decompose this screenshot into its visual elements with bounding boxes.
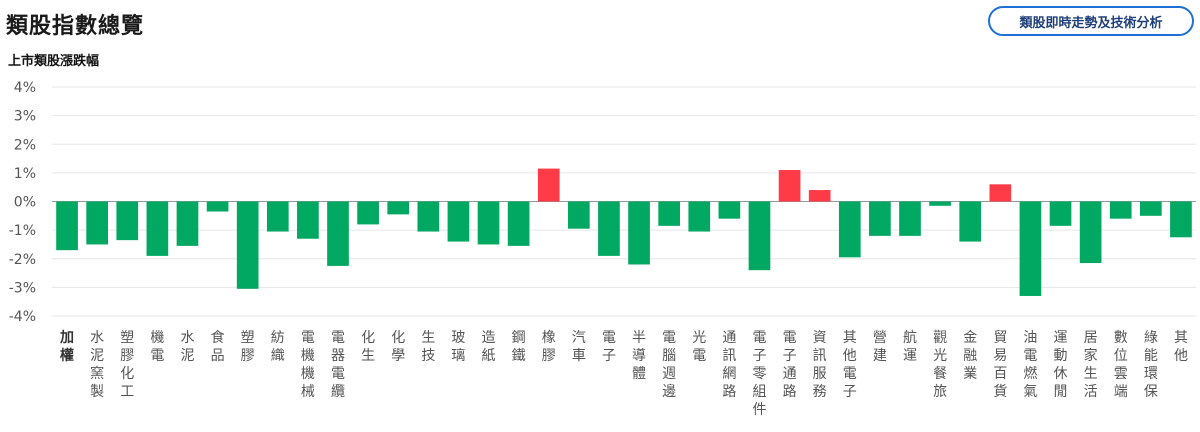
category-label: 其他電子 xyxy=(843,330,857,400)
bar-3[interactable] xyxy=(146,201,169,256)
category-label: 其他 xyxy=(1174,330,1188,364)
category-label: 造紙 xyxy=(482,330,496,364)
grid xyxy=(52,86,1196,317)
category-label: 塑膠化工 xyxy=(120,330,134,400)
category-label: 電子通路 xyxy=(783,330,797,400)
bar-14[interactable] xyxy=(477,201,500,245)
category-label: 鋼鐵 xyxy=(512,330,526,364)
bar-9[interactable] xyxy=(327,201,349,266)
bar-36[interactable] xyxy=(1140,201,1162,216)
bar-5[interactable] xyxy=(206,201,229,212)
sector-analysis-button[interactable]: 類股即時走勢及技術分析 xyxy=(988,6,1194,36)
bar-10[interactable] xyxy=(357,201,379,225)
bar-1[interactable] xyxy=(86,201,108,245)
y-tick-label: 0% xyxy=(14,195,36,211)
category-label: 資訊服務 xyxy=(813,330,827,400)
bar-37[interactable] xyxy=(1170,201,1192,238)
bar-12[interactable] xyxy=(417,201,440,232)
category-label: 加權 xyxy=(59,330,74,364)
category-label: 居家生活 xyxy=(1084,330,1098,400)
bar-17[interactable] xyxy=(568,201,590,229)
bar-7[interactable] xyxy=(266,201,289,232)
bar-34[interactable] xyxy=(1079,201,1102,264)
bar-4[interactable] xyxy=(176,201,199,246)
y-tick-label: -2% xyxy=(9,252,36,268)
category-label: 機電 xyxy=(150,330,164,364)
category-label: 半導體 xyxy=(632,330,646,382)
bar-16[interactable] xyxy=(537,168,560,202)
category-label: 食品 xyxy=(211,329,225,364)
bar-26[interactable] xyxy=(838,201,861,258)
bar-8[interactable] xyxy=(297,201,319,239)
bar-13[interactable] xyxy=(447,201,470,242)
bar-18[interactable] xyxy=(598,201,620,256)
category-label: 玻璃 xyxy=(451,330,465,364)
page-title: 類股指數總覽 xyxy=(6,14,145,39)
category-label: 水泥 xyxy=(180,330,194,364)
category-label: 電器電纜 xyxy=(331,330,345,400)
category-label: 貿易百貨 xyxy=(993,330,1007,400)
category-label: 綠能環保 xyxy=(1144,330,1158,400)
chart-title: 上市類股漲跌幅 xyxy=(8,54,100,69)
bar-0[interactable] xyxy=(56,201,78,251)
bars xyxy=(56,168,1192,296)
bar-2[interactable] xyxy=(116,201,139,241)
bar-19[interactable] xyxy=(628,201,650,265)
category-label: 數位雲端 xyxy=(1114,330,1128,400)
bar-29[interactable] xyxy=(929,201,951,206)
bar-23[interactable] xyxy=(748,201,771,271)
category-label: 營建 xyxy=(873,330,887,364)
category-label: 運動休閒 xyxy=(1054,330,1068,400)
bar-15[interactable] xyxy=(507,201,530,246)
category-label: 電子 xyxy=(602,330,616,364)
bar-28[interactable] xyxy=(899,201,921,236)
bar-30[interactable] xyxy=(959,201,982,242)
category-label: 塑膠 xyxy=(241,330,255,364)
y-tick-label: -1% xyxy=(9,223,36,239)
y-tick-label: 2% xyxy=(14,137,36,153)
bar-11[interactable] xyxy=(387,201,410,215)
bar-22[interactable] xyxy=(718,201,741,219)
bar-32[interactable] xyxy=(1019,201,1042,296)
category-label: 汽車 xyxy=(572,330,586,364)
category-label: 電子零組件 xyxy=(752,330,766,418)
bar-6[interactable] xyxy=(236,201,259,289)
category-label: 金融業 xyxy=(963,330,977,382)
y-tick-label: 1% xyxy=(14,166,36,182)
category-label: 電機機械 xyxy=(301,330,315,400)
bar-20[interactable] xyxy=(658,201,680,226)
bar-21[interactable] xyxy=(688,201,711,232)
category-label: 橡膠 xyxy=(542,330,556,364)
category-label: 通訊網路 xyxy=(722,330,736,400)
category-label: 觀光餐旅 xyxy=(933,330,947,400)
category-label: 光電 xyxy=(692,330,706,364)
y-tick-label: -4% xyxy=(9,309,36,325)
bar-31[interactable] xyxy=(989,184,1012,202)
y-axis-ticks: 4% 3% 2% 1% 0% -1% -2% -3% -4% xyxy=(9,80,36,325)
category-label: 化生 xyxy=(361,330,375,364)
bar-33[interactable] xyxy=(1049,201,1072,226)
y-tick-label: 3% xyxy=(14,109,36,125)
bar-35[interactable] xyxy=(1109,201,1132,219)
category-label: 化學 xyxy=(391,330,405,364)
category-label: 水泥窯製 xyxy=(90,330,104,400)
category-label: 油電燃氣 xyxy=(1023,330,1037,400)
bar-25[interactable] xyxy=(808,190,831,202)
category-label: 生技 xyxy=(421,330,435,364)
category-label: 航運 xyxy=(903,330,917,364)
bar-27[interactable] xyxy=(869,201,891,236)
y-tick-label: 4% xyxy=(14,80,36,96)
bar-24[interactable] xyxy=(778,170,801,202)
category-label: 電腦週邊 xyxy=(662,330,676,400)
category-label: 紡織 xyxy=(271,330,285,364)
y-tick-label: -3% xyxy=(9,280,36,296)
